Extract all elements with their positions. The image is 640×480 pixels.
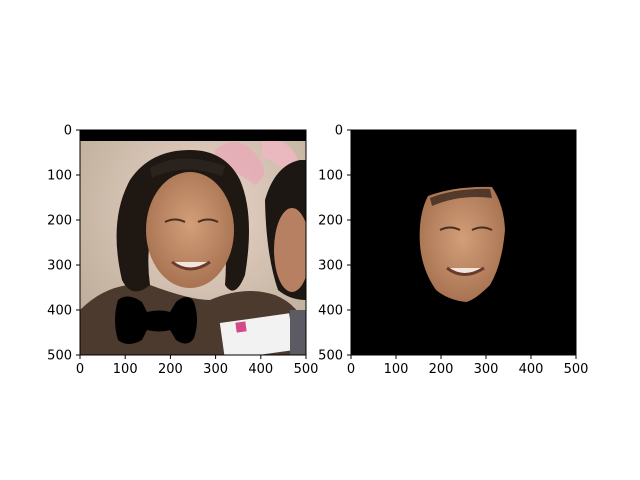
segmented-face [419,186,505,302]
right-x-tick-label: 400 [519,362,544,377]
right-y-tick-label: 500 [318,349,343,364]
right-image-panel: 0 100 200 300 400 500 0 100 200 300 400 500 [318,124,588,378]
right-y-tick-label: 0 [335,124,343,139]
right-ticks: 0 100 200 300 400 500 0 100 200 300 400 500 [318,124,588,378]
right-axes-frame [350,129,577,356]
right-y-tick-label: 100 [318,169,343,184]
left-y-tick-label: 0 [64,124,72,139]
left-y-tick-label: 300 [47,259,72,274]
right-y-tick-label: 300 [318,259,343,274]
right-x-tick-label: 200 [429,362,454,377]
left-y-tick-label: 500 [47,349,72,364]
left-y-tick-label: 200 [47,214,72,229]
left-x-tick-label: 0 [76,362,84,377]
right-x-tick-label: 100 [384,362,409,377]
right-y-tick-label: 200 [318,214,343,229]
left-ticks: 0 100 200 300 400 500 0 100 200 300 400 500 [47,124,318,378]
left-x-tick-label: 200 [158,362,183,377]
right-y-tick-label: 400 [318,304,343,319]
left-y-tick-label: 400 [47,304,72,319]
left-x-tick-label: 500 [294,362,319,377]
bow-tie-occluder [115,296,197,344]
top-occluder-bar [80,130,306,141]
left-image-panel: 0 100 200 300 400 500 0 100 200 300 400 500 [47,124,318,378]
right-x-tick-label: 0 [347,362,355,377]
right-x-tick-label: 500 [564,362,589,377]
left-x-tick-label: 100 [113,362,138,377]
left-axes-frame [79,129,307,356]
left-photo [80,130,306,355]
left-y-tick-label: 100 [47,169,72,184]
left-x-tick-label: 400 [248,362,273,377]
right-x-tick-label: 300 [474,362,499,377]
left-x-tick-label: 300 [203,362,228,377]
right-photo [351,130,576,355]
